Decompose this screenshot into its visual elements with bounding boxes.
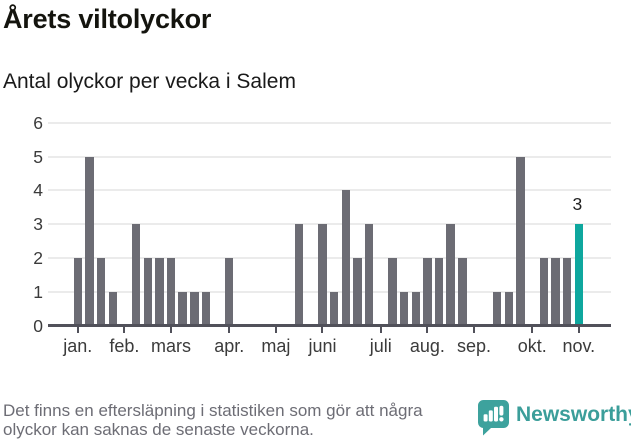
bar-week — [131, 224, 141, 326]
bar-week — [399, 291, 409, 326]
bar-chart-plot: 0 1 2 3 4 5 6 jan. feb. mars apr. maj juni juli aug. se… — [33, 112, 611, 356]
bar-week — [190, 291, 199, 326]
logo-bar-tall — [494, 406, 498, 422]
x-axis-month-label: jan. — [63, 336, 93, 356]
footnote-line-1: Det finns en eftersläpning i statistiken… — [3, 401, 423, 420]
bar-week — [539, 258, 549, 326]
bar-week — [423, 258, 432, 326]
logo-exclamation-stem — [499, 405, 504, 416]
bar-week — [516, 156, 525, 326]
bar-highlight-latest-week — [574, 224, 584, 326]
bar-week — [85, 156, 94, 326]
bar-week — [294, 224, 304, 326]
gridline — [48, 223, 611, 226]
bar-week — [318, 224, 327, 326]
bar-week — [143, 258, 152, 326]
newsworthy-logo-icon — [477, 400, 509, 436]
bar-week — [73, 258, 82, 326]
logo-bar-short — [483, 414, 488, 422]
gridline — [48, 189, 611, 192]
y-axis-label: 5 — [33, 146, 43, 167]
x-axis-month-label: feb. — [109, 336, 140, 356]
x-axis-tick — [531, 327, 534, 333]
bar-week — [329, 291, 339, 326]
x-axis-month-label: juni — [308, 336, 337, 356]
bar-week — [108, 291, 117, 326]
logo-exclamation-dot — [499, 417, 504, 422]
bar-week — [201, 291, 211, 326]
bar-week — [551, 258, 560, 326]
x-axis-month-label: maj — [261, 336, 291, 356]
x-axis-month-label: mars — [151, 336, 192, 356]
bar-week — [353, 258, 362, 326]
y-axis-label: 0 — [33, 315, 43, 336]
x-axis-line — [48, 324, 611, 327]
bar-week — [178, 291, 187, 326]
footnote-line-2: olyckor kan saknas de senaste veckorna. — [3, 419, 314, 439]
bar-week — [504, 291, 514, 326]
x-axis-month-label: apr. — [214, 336, 245, 356]
y-axis-label: 3 — [33, 214, 43, 235]
bar-week — [364, 224, 374, 326]
bar-week — [411, 291, 420, 326]
bar-week — [458, 258, 467, 326]
newsworthy-logo-text: Newsworthy — [516, 403, 631, 426]
bar-week — [341, 190, 350, 326]
x-axis-month-label: sep. — [456, 336, 491, 356]
x-axis-tick — [170, 327, 173, 333]
bar-week — [96, 258, 106, 326]
y-axis-label: 2 — [33, 248, 43, 269]
y-axis-label: 6 — [33, 112, 43, 133]
chart-subtitle: Antal olyckor per vecka i Salem — [3, 70, 296, 93]
x-axis-tick — [426, 327, 429, 333]
gridline — [48, 257, 611, 260]
bar-week — [493, 291, 502, 326]
x-axis-tick — [228, 327, 231, 333]
x-axis-tick — [577, 327, 580, 333]
y-axis-label: 1 — [33, 281, 43, 302]
bar-week — [434, 258, 444, 326]
bar-week — [166, 258, 176, 326]
y-axis-label: 4 — [33, 180, 43, 201]
chart-title: Årets viltolyckor — [3, 4, 212, 34]
x-axis-month-label: okt. — [517, 336, 547, 356]
x-axis-tick — [274, 327, 277, 333]
bar-week — [388, 258, 397, 326]
highlight-value-label: 3 — [572, 194, 583, 215]
gridline — [48, 290, 611, 293]
x-axis-tick — [76, 327, 79, 333]
bar-week — [155, 258, 164, 326]
gridline — [48, 155, 611, 158]
bar-week — [225, 258, 234, 326]
x-axis-tick — [472, 327, 475, 333]
logo-bar-medium — [488, 410, 493, 422]
x-axis-tick — [123, 327, 126, 333]
gridline — [48, 121, 611, 124]
x-axis-tick — [379, 327, 382, 333]
x-axis-month-label: aug. — [409, 336, 445, 356]
x-axis-month-label: nov. — [562, 336, 596, 356]
x-axis-tick — [321, 327, 324, 333]
bar-week — [562, 258, 572, 326]
bar-week — [446, 224, 455, 326]
x-axis-month-label: juli — [369, 336, 392, 356]
